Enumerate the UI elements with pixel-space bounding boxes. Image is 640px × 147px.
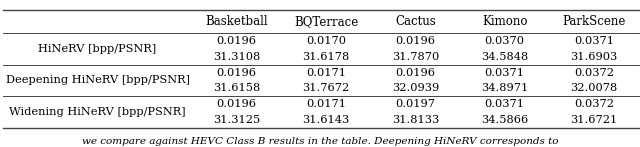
Text: 0.0196: 0.0196 — [217, 99, 257, 109]
Text: 31.6158: 31.6158 — [213, 83, 260, 93]
Text: 0.0196: 0.0196 — [396, 68, 435, 78]
Text: 31.6143: 31.6143 — [302, 115, 349, 125]
Text: 0.0196: 0.0196 — [217, 68, 257, 78]
Text: Deepening HiNeRV [bpp/PSNR]: Deepening HiNeRV [bpp/PSNR] — [6, 75, 189, 86]
Text: 32.0078: 32.0078 — [570, 83, 618, 93]
Text: 31.6178: 31.6178 — [302, 52, 349, 62]
Text: 31.3125: 31.3125 — [213, 115, 260, 125]
Text: 0.0372: 0.0372 — [574, 68, 614, 78]
Text: 0.0170: 0.0170 — [306, 36, 346, 46]
Text: 31.3108: 31.3108 — [213, 52, 260, 62]
Text: 0.0171: 0.0171 — [306, 99, 346, 109]
Text: 31.7672: 31.7672 — [302, 83, 349, 93]
Text: 31.8133: 31.8133 — [392, 115, 439, 125]
Text: ParkScene: ParkScene — [563, 15, 626, 28]
Text: 34.5866: 34.5866 — [481, 115, 529, 125]
Text: 0.0371: 0.0371 — [574, 36, 614, 46]
Text: 0.0171: 0.0171 — [306, 68, 346, 78]
Text: 34.8971: 34.8971 — [481, 83, 529, 93]
Text: 0.0372: 0.0372 — [574, 99, 614, 109]
Text: Cactus: Cactus — [395, 15, 436, 28]
Text: 34.5848: 34.5848 — [481, 52, 529, 62]
Text: HiNeRV [bpp/PSNR]: HiNeRV [bpp/PSNR] — [38, 44, 157, 54]
Text: Widening HiNeRV [bpp/PSNR]: Widening HiNeRV [bpp/PSNR] — [10, 107, 186, 117]
Text: 0.0371: 0.0371 — [484, 68, 525, 78]
Text: 32.0939: 32.0939 — [392, 83, 439, 93]
Text: 31.6903: 31.6903 — [570, 52, 618, 62]
Text: Basketball: Basketball — [205, 15, 268, 28]
Text: 0.0197: 0.0197 — [396, 99, 435, 109]
Text: 0.0371: 0.0371 — [484, 99, 525, 109]
Text: Kimono: Kimono — [482, 15, 527, 28]
Text: 0.0196: 0.0196 — [217, 36, 257, 46]
Text: BQTerrace: BQTerrace — [294, 15, 358, 28]
Text: 31.7870: 31.7870 — [392, 52, 439, 62]
Text: 0.0196: 0.0196 — [396, 36, 435, 46]
Text: 0.0370: 0.0370 — [484, 36, 525, 46]
Text: we compare against HEVC Class B results in the table. Deepening HiNeRV correspon: we compare against HEVC Class B results … — [82, 137, 558, 146]
Text: 31.6721: 31.6721 — [570, 115, 618, 125]
